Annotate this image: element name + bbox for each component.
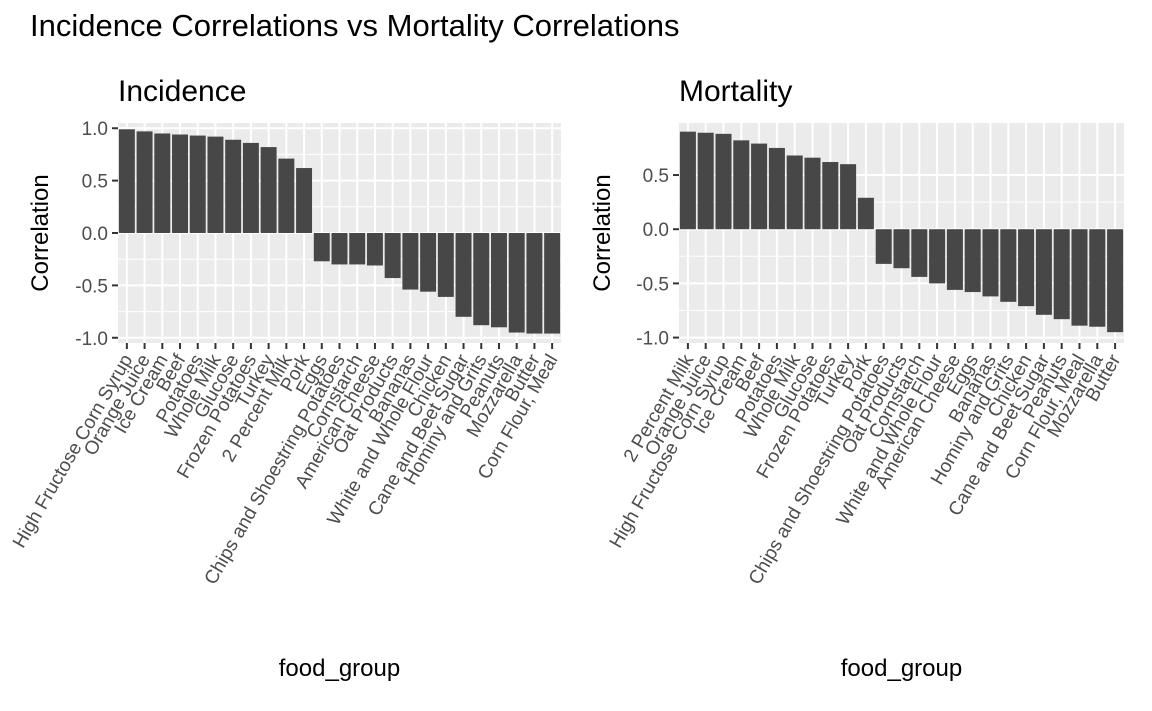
y-tick-label: -0.5 — [636, 274, 669, 295]
bar-whole-milk — [207, 136, 224, 233]
y-tick-label: -0.5 — [75, 276, 108, 297]
bar-eggs — [964, 229, 981, 293]
bar-turkey — [840, 164, 857, 230]
x-axis-title: food_group — [841, 655, 962, 682]
bar-beef — [751, 143, 768, 230]
bar-chicken — [437, 233, 454, 297]
bar-oat-products — [893, 229, 910, 269]
y-axis-title: Correlation — [589, 174, 616, 291]
y-tick-label: 0.0 — [643, 220, 669, 241]
bar-eggs — [313, 233, 330, 262]
bar-butter — [526, 233, 543, 334]
bar-orange-juice — [697, 132, 714, 230]
bar-hominy-and-grits — [1000, 229, 1017, 302]
bar-peanuts — [491, 233, 507, 328]
bar-orange-juice — [136, 131, 153, 233]
bar-bananas — [402, 233, 419, 290]
bar-2-percent-milk — [278, 158, 295, 233]
bar-butter — [1107, 229, 1124, 333]
bar-cane-and-beet-sugar — [1035, 229, 1052, 315]
x-axis-title: food_group — [279, 655, 400, 682]
bar-corn-flour-meal — [544, 233, 561, 334]
bar-chips-and-shoestring-potatoes — [331, 233, 348, 265]
bar-turkey — [260, 147, 277, 233]
bar-cornstarch — [911, 229, 928, 277]
bar-chicken — [1018, 229, 1035, 307]
bar-high-fructose-corn-syrup — [118, 129, 135, 233]
y-tick-label: 1.0 — [82, 119, 108, 140]
y-tick-label: -1.0 — [75, 329, 108, 350]
y-tick-label: 0.0 — [82, 224, 108, 245]
bar-bananas — [982, 229, 999, 297]
bar-glucose — [225, 139, 242, 233]
bar-frozen-potatoes — [242, 142, 259, 233]
bar-white-and-whole-flour — [420, 233, 437, 292]
bar-glucose — [804, 157, 821, 230]
panel-title: Mortality — [679, 75, 792, 108]
bar-chips-and-shoestring-potatoes — [875, 229, 892, 264]
bar-white-and-whole-flour — [929, 229, 946, 284]
bar-frozen-potatoes — [822, 162, 839, 230]
panel-title: Incidence — [118, 75, 246, 108]
bar-ice-cream — [733, 140, 750, 230]
bar-american-cheese — [946, 229, 963, 290]
bar-ice-cream — [154, 133, 171, 233]
y-axis-title: Correlation — [27, 174, 54, 291]
y-tick-label: -1.0 — [636, 329, 669, 350]
figure-title: Incidence Correlations vs Mortality Corr… — [30, 8, 680, 43]
panel-incidence: -1.0 -0.5 0.0 0.5 1.0 High Fructose Corn Syru… — [9, 75, 562, 682]
y-tick-label: 0.5 — [82, 172, 108, 193]
bar-corn-flour-meal — [1071, 229, 1088, 326]
bar-2-percent-milk — [679, 131, 696, 230]
bar-pork — [857, 197, 874, 230]
bar-beef — [172, 134, 188, 233]
bar-mozzarella — [508, 233, 525, 333]
bar-peanuts — [1053, 229, 1070, 320]
x-tick-label: High Fructose Corn Syrup — [9, 351, 137, 552]
bar-american-cheese — [366, 233, 383, 266]
bar-high-fructose-corn-syrup — [715, 133, 732, 230]
bar-mozzarella — [1089, 229, 1106, 327]
bar-hominy-and-grits — [473, 233, 490, 326]
bar-potatoes — [768, 147, 785, 230]
bar-cornstarch — [349, 233, 366, 265]
y-tick-label: 0.5 — [643, 166, 669, 187]
bar-oat-products — [384, 233, 401, 279]
bar-cane-and-beet-sugar — [455, 233, 472, 317]
bar-whole-milk — [786, 155, 803, 230]
bar-potatoes — [189, 135, 206, 233]
bar-pork — [296, 168, 313, 233]
